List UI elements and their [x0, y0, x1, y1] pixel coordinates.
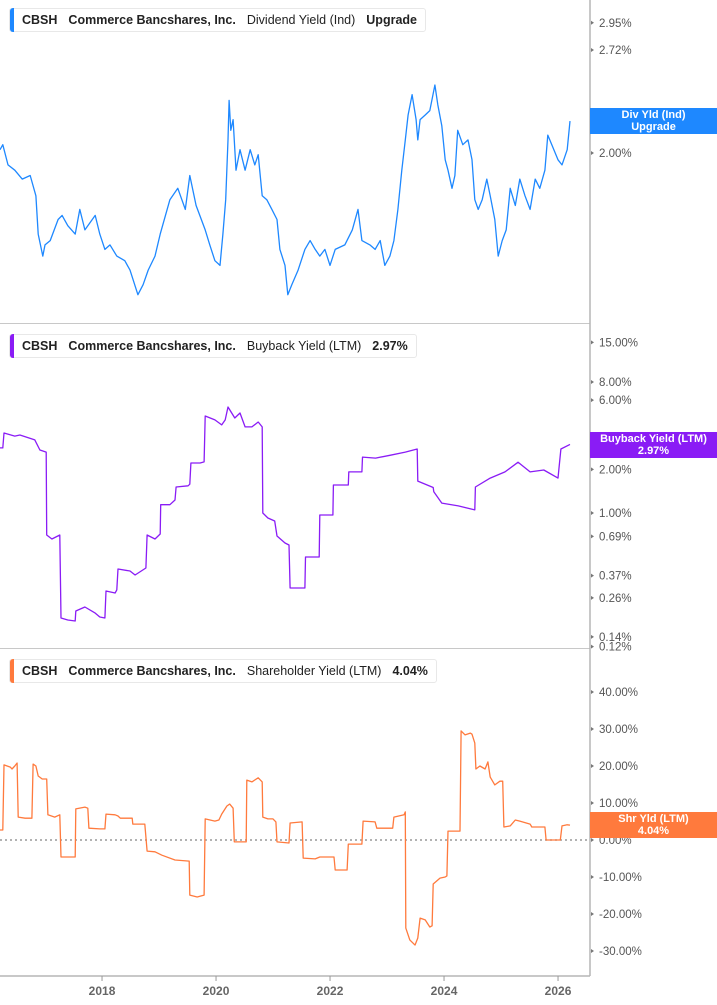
y-tick-label: 0.37%	[599, 571, 632, 583]
legend-metric: Buyback Yield (LTM)	[246, 339, 362, 353]
legend-value: 4.04%	[392, 664, 428, 678]
series-line-1	[0, 84, 571, 296]
legend-ticker: CBSH	[22, 13, 58, 27]
y-tick-label: 30.00%	[599, 724, 638, 736]
y-tick-mark	[591, 511, 594, 515]
x-tick-label: 2026	[545, 984, 572, 998]
y-tick-label: 10.00%	[599, 798, 638, 810]
y-tick-mark	[591, 764, 594, 768]
y-tick-label: 0.14%	[599, 632, 632, 644]
tag-label: Buyback Yield (LTM)	[600, 433, 707, 445]
y-tick-label: 2.95%	[599, 18, 632, 30]
y-tick-mark	[591, 379, 594, 384]
y-tick-label: -30.00%	[599, 946, 642, 958]
tag-label: Shr Yld (LTM)	[618, 813, 689, 825]
y-tick-mark	[591, 727, 594, 731]
y-tick-label: 6.00%	[599, 395, 632, 407]
series-line-3	[0, 730, 571, 946]
y-tick-mark	[591, 838, 594, 842]
y-tick-label: 8.00%	[599, 377, 632, 389]
x-tick-label: 2020	[203, 984, 230, 998]
y-tick-label: 1.00%	[599, 508, 632, 520]
last-value-tag-dividend: Div Yld (Ind) Upgrade	[590, 108, 717, 134]
y-tick-mark	[591, 644, 594, 649]
series-color-bar	[10, 8, 14, 32]
y-tick-mark	[591, 534, 594, 539]
y-tick-mark	[591, 912, 594, 916]
y-tick-mark	[591, 340, 594, 345]
tag-value: 2.97%	[637, 445, 670, 457]
y-tick-label: -20.00%	[599, 909, 642, 921]
last-value-tag-shareholder: Shr Yld (LTM) 4.04%	[590, 812, 717, 838]
legend-shareholder-yield: CBSH Commerce Bancshares, Inc. Sharehold…	[9, 659, 437, 683]
legend-value[interactable]: Upgrade	[366, 13, 417, 27]
last-value-tag-buyback: Buyback Yield (LTM) 2.97%	[590, 432, 717, 458]
y-tick-mark	[591, 573, 594, 578]
y-tick-mark	[591, 949, 594, 953]
legend-ticker: CBSH	[22, 664, 58, 678]
y-tick-label: 0.12%	[599, 642, 632, 654]
series-color-bar	[10, 659, 14, 683]
y-tick-mark	[591, 467, 594, 472]
y-tick-label: 0.69%	[599, 531, 632, 543]
legend-company: Commerce Bancshares, Inc.	[68, 13, 236, 27]
y-tick-label: 40.00%	[599, 687, 638, 699]
y-tick-label: 0.00%	[599, 835, 632, 847]
y-tick-label: 20.00%	[599, 761, 638, 773]
y-tick-mark	[591, 634, 594, 639]
tag-value: 4.04%	[637, 825, 670, 837]
y-tick-mark	[591, 875, 594, 879]
legend-ticker: CBSH	[22, 339, 58, 353]
y-tick-mark	[591, 801, 594, 805]
tag-value: Upgrade	[631, 121, 676, 133]
y-tick-label: 0.26%	[599, 593, 632, 605]
y-tick-mark	[591, 690, 594, 694]
legend-metric: Shareholder Yield (LTM)	[246, 664, 382, 678]
x-tick-label: 2018	[89, 984, 116, 998]
x-tick-label: 2022	[317, 984, 344, 998]
y-tick-label: 15.00%	[599, 337, 638, 349]
y-tick-mark	[591, 595, 594, 600]
y-tick-label: -10.00%	[599, 872, 642, 884]
x-tick-label: 2024	[431, 984, 458, 998]
legend-buyback-yield: CBSH Commerce Bancshares, Inc. Buyback Y…	[9, 334, 417, 358]
y-tick-label: 2.00%	[599, 148, 632, 160]
y-tick-mark	[591, 47, 594, 52]
y-tick-mark	[591, 20, 594, 25]
y-tick-mark	[591, 398, 594, 403]
tag-label: Div Yld (Ind)	[621, 109, 686, 121]
series-line-2	[0, 406, 571, 622]
legend-value: 2.97%	[372, 339, 408, 353]
series-color-bar	[10, 334, 14, 358]
legend-company: Commerce Bancshares, Inc.	[68, 339, 236, 353]
legend-dividend-yield: CBSH Commerce Bancshares, Inc. Dividend …	[9, 8, 426, 32]
y-tick-mark	[591, 151, 594, 155]
y-tick-label: 2.00%	[599, 464, 632, 476]
legend-company: Commerce Bancshares, Inc.	[68, 664, 236, 678]
y-tick-label: 2.72%	[599, 45, 632, 57]
legend-metric: Dividend Yield (Ind)	[246, 13, 356, 27]
